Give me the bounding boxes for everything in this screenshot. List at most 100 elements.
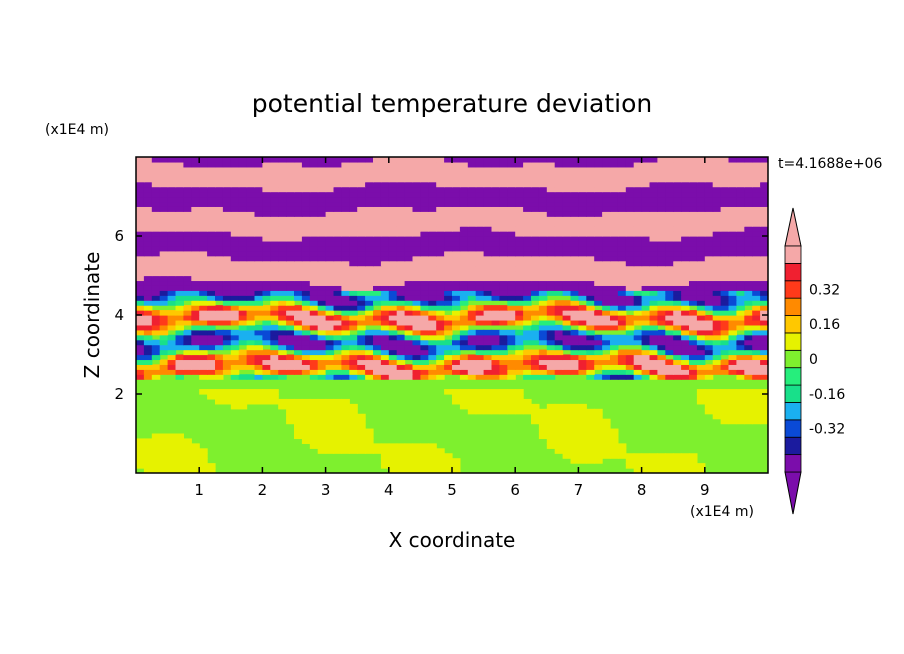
field-cell: [649, 221, 658, 227]
field-cell: [736, 408, 745, 415]
field-cell: [349, 171, 358, 178]
field-cell: [136, 354, 145, 361]
field-cell: [246, 398, 256, 405]
field-cell: [349, 240, 358, 247]
field-cell: [696, 354, 706, 361]
field-cell: [246, 196, 256, 203]
field-cell: [586, 443, 595, 449]
field-cell: [752, 206, 761, 212]
field-cell: [641, 161, 651, 168]
field-cell: [333, 226, 342, 232]
field-cell: [388, 270, 398, 277]
field-cell: [254, 275, 263, 282]
field-cell: [278, 191, 287, 198]
field-cell: [286, 324, 295, 331]
field-cell: [143, 315, 153, 321]
field-cell: [673, 280, 682, 286]
field-cell: [191, 161, 200, 168]
field-cell: [736, 245, 745, 252]
field-cell: [625, 260, 635, 267]
field-cell: [499, 275, 508, 282]
field-cell: [309, 433, 319, 440]
field-cell: [286, 359, 295, 365]
field-cell: [262, 245, 271, 252]
field-cell: [562, 433, 572, 440]
field-cell: [444, 315, 453, 321]
field-cell: [230, 354, 240, 361]
x-tick-label: 7: [574, 481, 584, 499]
field-cell: [412, 374, 421, 380]
field-cell: [602, 334, 611, 341]
field-cell: [696, 344, 706, 351]
field-cell: [333, 171, 342, 178]
field-cell: [191, 443, 200, 449]
field-cell: [238, 265, 248, 272]
field-cell: [720, 300, 730, 306]
field-cell: [333, 157, 342, 163]
field-cell: [254, 389, 263, 395]
field-cell: [475, 245, 485, 252]
field-cell: [491, 275, 500, 282]
field-cell: [286, 216, 295, 222]
field-cell: [681, 359, 690, 365]
field-cell: [554, 270, 564, 277]
field-cell: [625, 275, 635, 282]
field-cell: [689, 468, 698, 473]
field-cell: [159, 260, 169, 267]
field-cell: [301, 201, 311, 207]
field-cell: [380, 270, 390, 277]
field-cell: [570, 240, 579, 247]
field-cell: [183, 344, 192, 351]
field-cell: [578, 260, 587, 267]
field-cell: [309, 339, 319, 346]
field-cell: [625, 359, 635, 365]
field-cell: [459, 265, 469, 272]
field-cell: [380, 157, 390, 163]
colorbar-segment: [784, 367, 802, 386]
field-cell: [483, 310, 493, 316]
field-cell: [183, 226, 192, 232]
field-cell: [491, 329, 500, 336]
field-cell: [538, 324, 548, 331]
field-cell: [586, 270, 595, 277]
field-cell: [396, 295, 406, 301]
field-cell: [325, 255, 335, 262]
field-cell: [388, 211, 398, 217]
field-cell: [412, 315, 421, 321]
field-cell: [744, 280, 753, 286]
field-cell: [633, 181, 643, 188]
field-cell: [143, 369, 153, 375]
field-cell: [752, 310, 761, 316]
field-cell: [523, 181, 532, 188]
field-cell: [523, 216, 532, 222]
field-cell: [649, 453, 658, 459]
field-cell: [373, 310, 382, 316]
field-cell: [752, 161, 761, 168]
field-cell: [586, 216, 595, 222]
field-cell: [428, 171, 437, 178]
colorbar-segment: [784, 419, 802, 438]
field-cell: [712, 329, 722, 336]
field-cell: [309, 423, 319, 430]
field-cell: [744, 240, 753, 247]
field-cell: [546, 201, 556, 207]
field-cell: [752, 191, 761, 198]
field-cell: [531, 349, 540, 356]
field-cell: [594, 344, 603, 351]
field-cell: [491, 240, 500, 247]
field-cell: [491, 166, 500, 173]
field-cell: [610, 433, 619, 440]
field-cell: [736, 255, 745, 262]
field-cell: [396, 196, 406, 203]
field-cell: [159, 458, 169, 464]
field-cell: [388, 354, 398, 361]
field-cell: [649, 339, 658, 346]
field-cell: [483, 369, 493, 375]
field-cell: [665, 369, 674, 375]
field-cell: [673, 300, 682, 306]
field-cell: [349, 423, 358, 430]
field-cell: [270, 389, 279, 395]
field-cell: [562, 206, 572, 212]
field-cell: [467, 255, 477, 262]
field-cell: [720, 398, 730, 405]
